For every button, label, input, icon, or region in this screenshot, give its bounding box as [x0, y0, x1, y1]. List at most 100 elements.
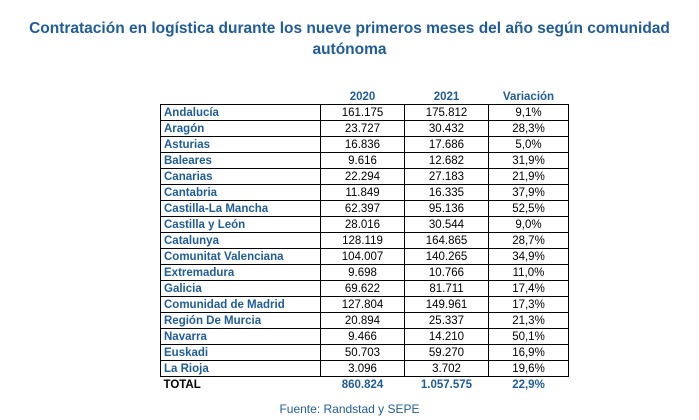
total-row: TOTAL 860.824 1.057.575 22,9% [160, 376, 569, 392]
cell-variation: 31,9% [488, 152, 569, 169]
header-region [160, 90, 321, 105]
total-label: TOTAL [160, 376, 321, 392]
cell-region: Catalunya [160, 232, 321, 249]
cell-variation: 5,0% [488, 136, 569, 153]
table-body: Andalucía 161.175 175.812 9,1% Aragón 23… [160, 104, 569, 392]
table-row: Canarias 22.294 27.183 21,9% [160, 168, 569, 185]
cell-variation: 34,9% [488, 248, 569, 265]
cell-2020: 128.119 [320, 232, 405, 249]
header-variation: Variación [488, 90, 569, 105]
total-2020: 860.824 [320, 376, 405, 392]
title-line-1: Contratación en logística durante los nu… [29, 20, 670, 37]
cell-2020: 3.096 [320, 360, 405, 377]
cell-2020: 9.616 [320, 152, 405, 169]
cell-2020: 127.804 [320, 296, 405, 313]
table-row: Comunidad de Madrid 127.804 149.961 17,3… [160, 296, 569, 313]
cell-2021: 59.270 [404, 344, 489, 361]
table-row: Andalucía 161.175 175.812 9,1% [160, 104, 569, 121]
total-2021: 1.057.575 [404, 376, 489, 392]
cell-variation: 17,3% [488, 296, 569, 313]
header-2020: 2020 [320, 90, 405, 105]
cell-variation: 28,7% [488, 232, 569, 249]
cell-2020: 104.007 [320, 248, 405, 265]
cell-2020: 28.016 [320, 216, 405, 233]
cell-2020: 23.727 [320, 120, 405, 137]
cell-region: Castilla-La Mancha [160, 200, 321, 217]
cell-2021: 16.335 [404, 184, 489, 201]
cell-2021: 10.766 [404, 264, 489, 281]
cell-2021: 95.136 [404, 200, 489, 217]
cell-region: Castilla y León [160, 216, 321, 233]
contracts-table: 2020 2021 Variación Andalucía 161.175 17… [160, 90, 569, 392]
total-variation: 22,9% [488, 376, 569, 392]
cell-2021: 164.865 [404, 232, 489, 249]
table-row: Castilla-La Mancha 62.397 95.136 52,5% [160, 200, 569, 217]
cell-variation: 11,0% [488, 264, 569, 281]
cell-region: La Rioja [160, 360, 321, 377]
cell-2021: 30.432 [404, 120, 489, 137]
cell-2021: 3.702 [404, 360, 489, 377]
cell-region: Región De Murcia [160, 312, 321, 329]
cell-2021: 17.686 [404, 136, 489, 153]
source-note: Fuente: Randstad y SEPE [279, 402, 420, 416]
header-2021: 2021 [404, 90, 489, 105]
table-row: Aragón 23.727 30.432 28,3% [160, 120, 569, 137]
cell-2021: 25.337 [404, 312, 489, 329]
table-row: Euskadi 50.703 59.270 16,9% [160, 344, 569, 361]
cell-region: Aragón [160, 120, 321, 137]
cell-region: Comunitat Valenciana [160, 248, 321, 265]
cell-variation: 9,1% [488, 104, 569, 121]
cell-2020: 20.894 [320, 312, 405, 329]
table-row: La Rioja 3.096 3.702 19,6% [160, 360, 569, 377]
cell-variation: 19,6% [488, 360, 569, 377]
cell-region: Galicia [160, 280, 321, 297]
cell-region: Baleares [160, 152, 321, 169]
cell-variation: 28,3% [488, 120, 569, 137]
cell-2021: 12.682 [404, 152, 489, 169]
page-title: Contratación en logística durante los nu… [0, 18, 699, 60]
cell-variation: 16,9% [488, 344, 569, 361]
cell-region: Asturias [160, 136, 321, 153]
cell-2020: 69.622 [320, 280, 405, 297]
cell-variation: 50,1% [488, 328, 569, 345]
table-row: Región De Murcia 20.894 25.337 21,3% [160, 312, 569, 329]
table-row: Extremadura 9.698 10.766 11,0% [160, 264, 569, 281]
cell-2020: 50.703 [320, 344, 405, 361]
cell-region: Extremadura [160, 264, 321, 281]
cell-2020: 62.397 [320, 200, 405, 217]
cell-2020: 9.466 [320, 328, 405, 345]
cell-2020: 9.698 [320, 264, 405, 281]
cell-2020: 22.294 [320, 168, 405, 185]
cell-region: Canarias [160, 168, 321, 185]
table-header-row: 2020 2021 Variación [160, 90, 569, 105]
cell-2021: 81.711 [404, 280, 489, 297]
cell-region: Andalucía [160, 104, 321, 121]
table-row: Navarra 9.466 14.210 50,1% [160, 328, 569, 345]
cell-variation: 21,3% [488, 312, 569, 329]
cell-2021: 175.812 [404, 104, 489, 121]
cell-region: Cantabria [160, 184, 321, 201]
table-row: Galicia 69.622 81.711 17,4% [160, 280, 569, 297]
cell-2021: 140.265 [404, 248, 489, 265]
cell-2021: 14.210 [404, 328, 489, 345]
cell-2020: 11.849 [320, 184, 405, 201]
cell-region: Navarra [160, 328, 321, 345]
title-line-2: autónoma [312, 41, 387, 58]
table-row: Castilla y León 28.016 30.544 9,0% [160, 216, 569, 233]
table-row: Cantabria 11.849 16.335 37,9% [160, 184, 569, 201]
cell-variation: 37,9% [488, 184, 569, 201]
cell-region: Comunidad de Madrid [160, 296, 321, 313]
cell-variation: 52,5% [488, 200, 569, 217]
cell-2020: 16.836 [320, 136, 405, 153]
table-row: Baleares 9.616 12.682 31,9% [160, 152, 569, 169]
cell-region: Euskadi [160, 344, 321, 361]
table-row: Comunitat Valenciana 104.007 140.265 34,… [160, 248, 569, 265]
cell-variation: 9,0% [488, 216, 569, 233]
cell-2021: 27.183 [404, 168, 489, 185]
cell-2021: 30.544 [404, 216, 489, 233]
cell-variation: 17,4% [488, 280, 569, 297]
cell-2020: 161.175 [320, 104, 405, 121]
table-row: Catalunya 128.119 164.865 28,7% [160, 232, 569, 249]
table-row: Asturias 16.836 17.686 5,0% [160, 136, 569, 153]
cell-variation: 21,9% [488, 168, 569, 185]
